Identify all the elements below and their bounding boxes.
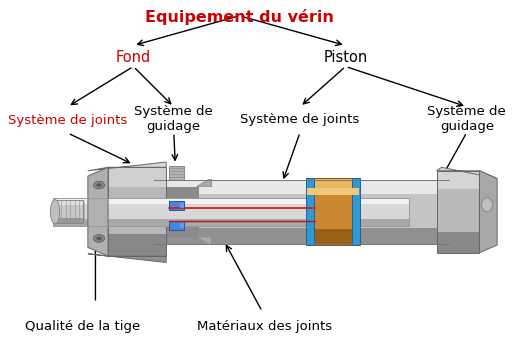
Polygon shape [307, 178, 359, 193]
Polygon shape [180, 203, 184, 208]
Polygon shape [169, 166, 184, 180]
Polygon shape [437, 189, 480, 232]
Polygon shape [351, 178, 360, 245]
Ellipse shape [96, 183, 102, 187]
Polygon shape [437, 171, 480, 189]
Polygon shape [52, 198, 409, 204]
Text: Système de
guidage: Système de guidage [135, 105, 213, 133]
Polygon shape [52, 219, 409, 226]
Polygon shape [169, 221, 184, 230]
Polygon shape [169, 201, 184, 210]
Polygon shape [88, 162, 166, 171]
Text: Equipement du vérin: Equipement du vérin [145, 9, 334, 25]
Polygon shape [88, 254, 166, 262]
Polygon shape [197, 180, 211, 187]
Polygon shape [437, 232, 480, 253]
Polygon shape [108, 234, 166, 256]
Polygon shape [437, 167, 497, 178]
Polygon shape [307, 188, 359, 195]
Polygon shape [52, 200, 83, 205]
Polygon shape [52, 205, 83, 217]
Polygon shape [108, 167, 166, 187]
Text: Système de joints: Système de joints [241, 112, 360, 126]
Polygon shape [480, 171, 497, 253]
Ellipse shape [481, 198, 492, 212]
Polygon shape [52, 204, 409, 219]
Text: Matériaux des joints: Matériaux des joints [197, 320, 332, 333]
Polygon shape [180, 223, 184, 228]
Text: Piston: Piston [323, 50, 368, 65]
Polygon shape [108, 187, 166, 234]
Polygon shape [88, 167, 108, 256]
Text: Fond: Fond [116, 50, 151, 65]
Ellipse shape [93, 234, 104, 242]
Polygon shape [307, 229, 359, 245]
Text: Système de
guidage: Système de guidage [428, 105, 506, 133]
Polygon shape [166, 187, 199, 237]
Text: Qualité de la tige: Qualité de la tige [25, 320, 140, 333]
Polygon shape [154, 228, 449, 244]
Ellipse shape [93, 181, 104, 189]
Polygon shape [154, 194, 449, 228]
Polygon shape [197, 237, 211, 244]
Polygon shape [52, 217, 83, 223]
Polygon shape [307, 193, 359, 229]
Polygon shape [154, 180, 449, 194]
Ellipse shape [96, 237, 102, 240]
Polygon shape [306, 178, 314, 245]
Ellipse shape [50, 199, 59, 224]
Text: Système de joints: Système de joints [8, 114, 127, 127]
